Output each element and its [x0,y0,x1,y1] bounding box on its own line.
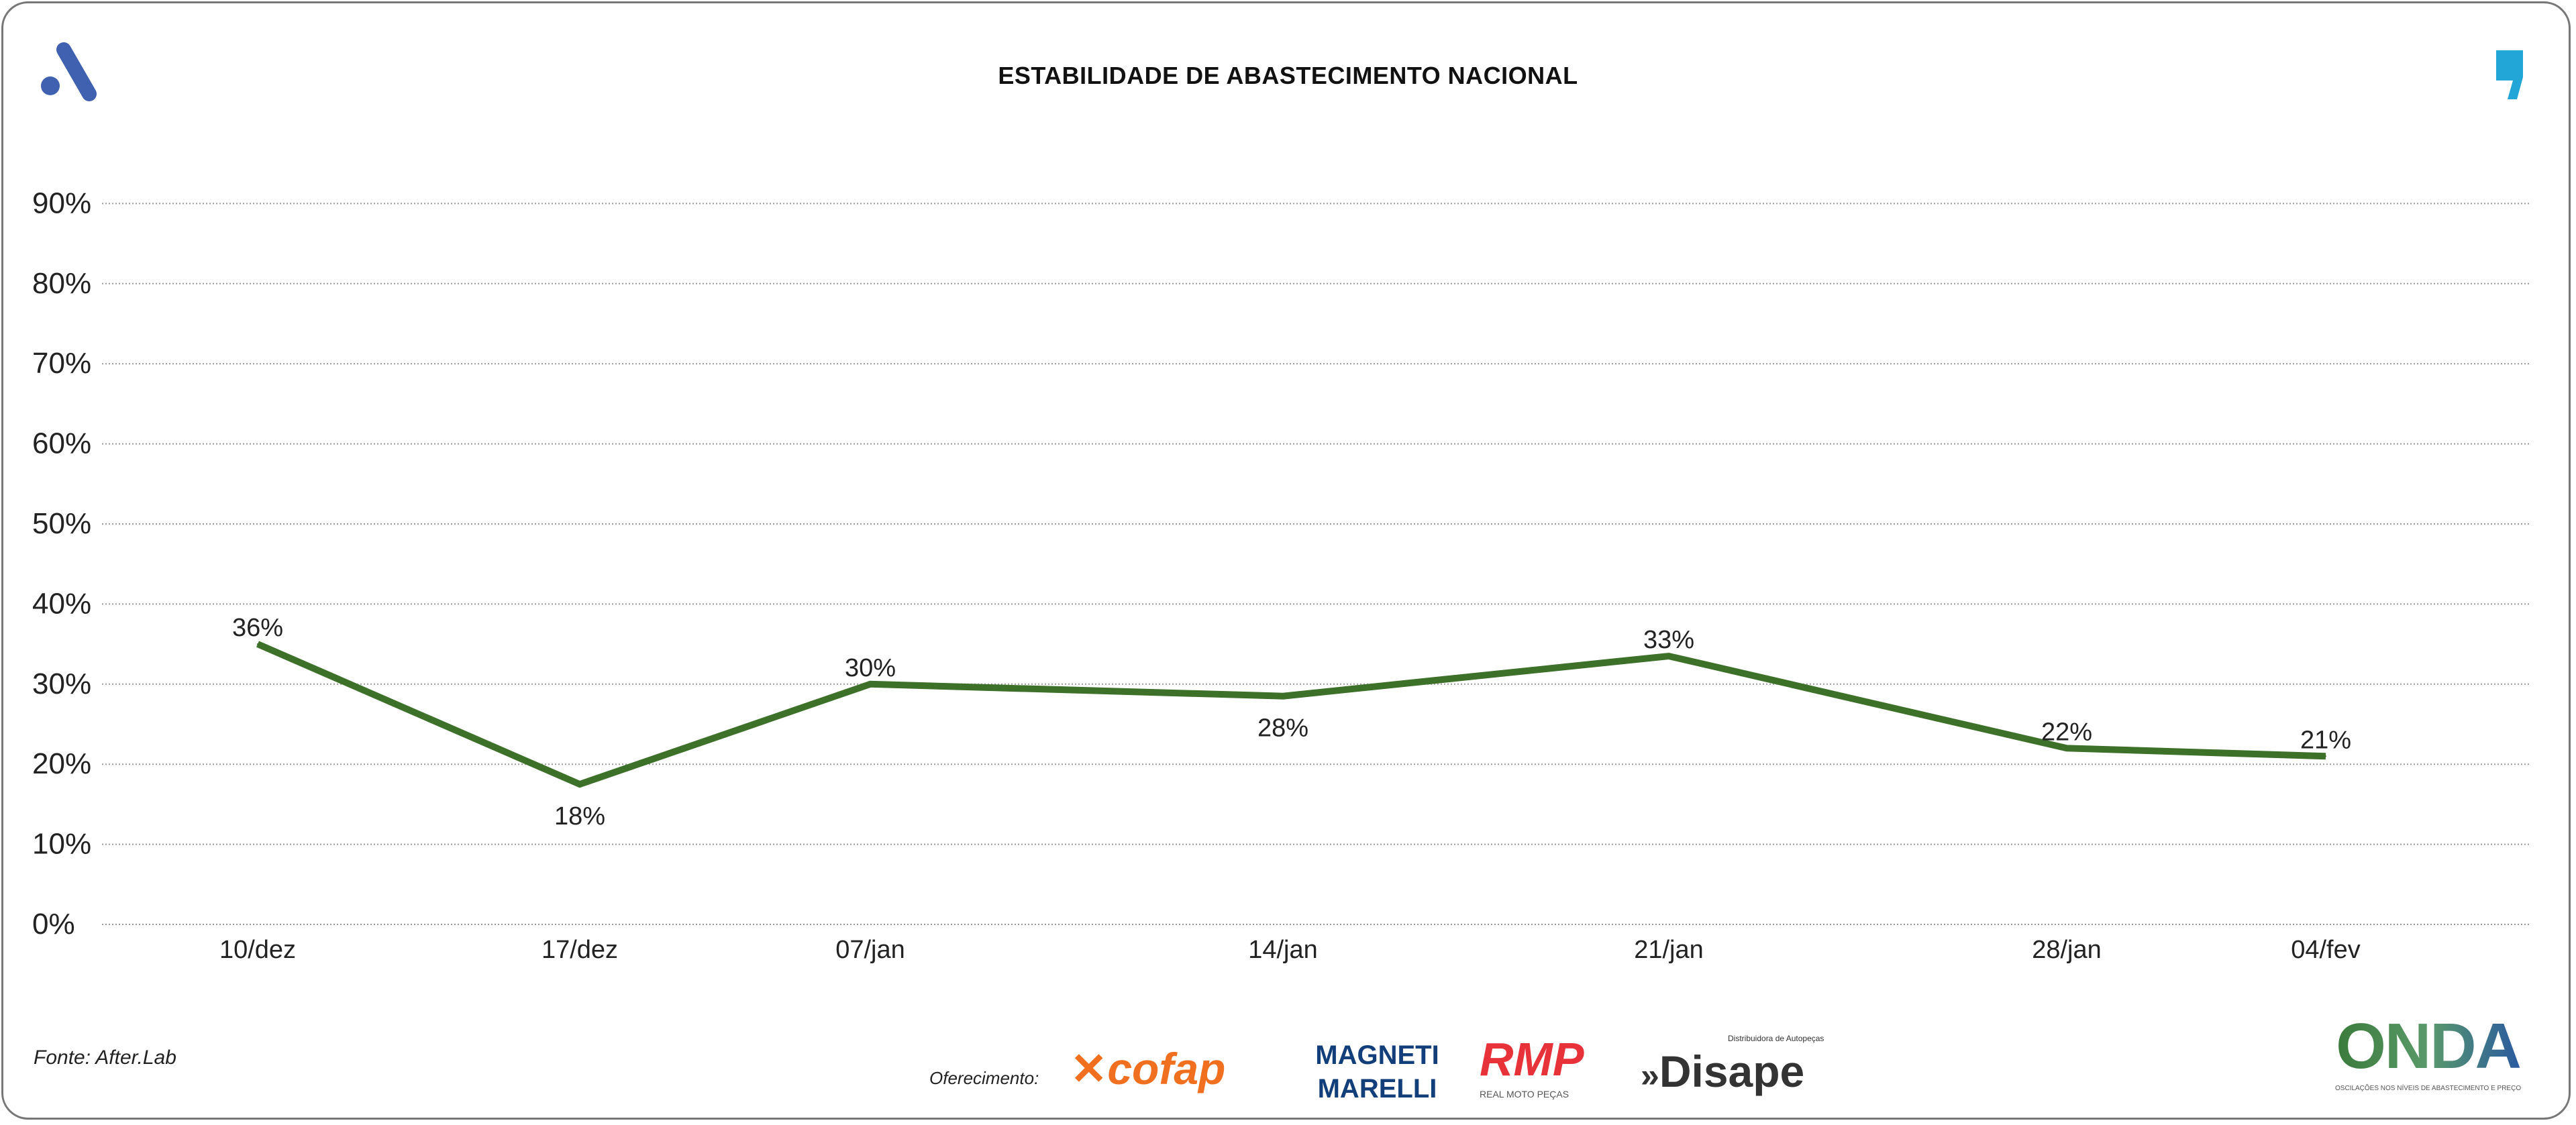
data-point [1668,655,1669,657]
rmp-text: RMP [1480,1033,1584,1085]
data-point [2325,755,2326,757]
offer-label: Oferecimento: [929,1068,1039,1088]
source-note: Fonte: After.Lab [34,1047,176,1069]
disape-text: Disape [1659,1047,1805,1096]
chart-title: ESTABILIDADE DE ABASTECIMENTO NACIONAL [998,62,1578,89]
onda-subtitle: OSCILAÇÕES NOS NÍVEIS DE ABASTECIMENTO E… [2335,1085,2522,1092]
data-point [1282,695,1284,697]
data-label: 18% [554,802,605,831]
y-tick-label: 0% [32,908,75,941]
cofap-mark-icon: ✕ [1070,1044,1108,1093]
y-tick-label: 40% [32,587,91,620]
y-tick-label: 80% [32,267,91,300]
data-label: 30% [845,654,896,682]
data-label: 21% [2300,726,2351,754]
data-label: 22% [2041,718,2092,746]
cofap-logo: ✕cofap [1070,1043,1225,1094]
line-chart: 0% 10% 20% 30% 40% 50% 60% 70% 80% 90% 10/dez 17/de… [32,186,2530,964]
x-tick-label: 14/jan [1248,936,1318,964]
y-tick-label: 20% [32,747,91,780]
data-point [579,784,580,786]
rmp-subtitle: REAL MOTO PEÇAS [1480,1089,1569,1100]
onda-logo: ONDA OSCILAÇÕES NOS NÍVEIS DE ABASTECIME… [2335,1010,2522,1093]
cofap-text: cofap [1107,1044,1226,1093]
onda-text: ONDA [2336,1010,2522,1082]
data-label: 36% [232,614,283,642]
data-point [2066,747,2067,749]
x-tick-label: 28/jan [2032,936,2102,964]
magneti-marelli-text: MAGNETI MARELLI [1315,1040,1439,1104]
x-tick-label: 10/dez [219,936,296,964]
data-label: 33% [1643,626,1694,654]
y-tick-label: 30% [32,667,91,700]
x-tick-label: 07/jan [835,936,905,964]
y-tick-label: 60% [32,427,91,460]
x-tick-label: 04/fev [2291,936,2361,964]
disape-subtitle: Distribuidora de Autopeças [1728,1034,1824,1043]
data-point [257,643,258,645]
x-tick-label: 17/dez [542,936,618,964]
magneti-marelli-logo: MAGNETI MARELLI [1305,1038,1449,1106]
y-tick-label: 90% [32,186,91,219]
y-tick-label: 10% [32,828,91,861]
disape-chevron-icon: » [1641,1057,1659,1094]
quote-logo-icon [2496,50,2523,99]
y-tick-label: 50% [32,507,91,540]
disape-wordmark: »Disape [1641,1047,1824,1109]
rmp-logo: RMP REAL MOTO PEÇAS [1480,1033,1584,1100]
data-point [870,683,871,685]
data-label: 28% [1257,714,1308,743]
disape-logo: Distribuidora de Autopeças »Disape [1641,1033,1824,1109]
after-lab-logo-icon [41,42,97,101]
x-tick-label: 21/jan [1634,936,1704,964]
y-tick-label: 70% [32,347,91,380]
